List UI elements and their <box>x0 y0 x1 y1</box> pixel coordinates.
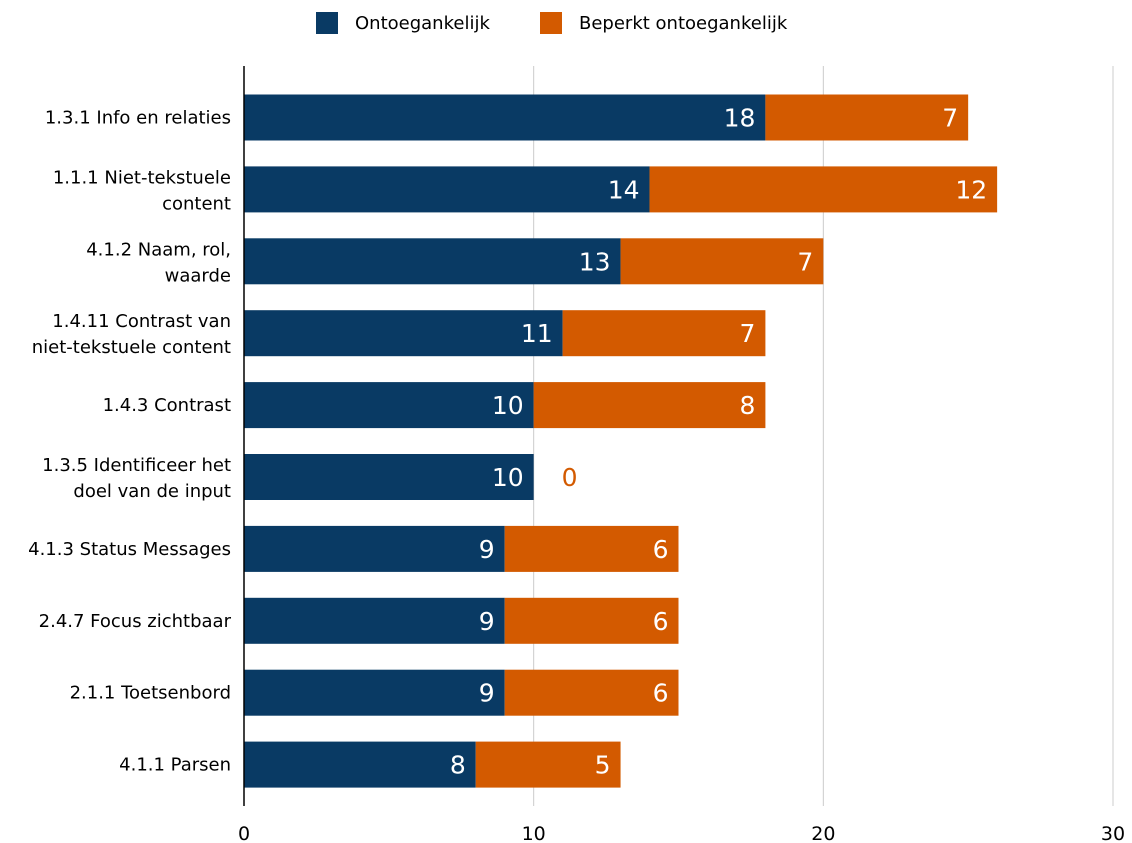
bar-beperkt-1 <box>649 166 998 213</box>
category-label: 4.1.3 Status Messages <box>28 539 231 560</box>
value-label: 6 <box>653 607 669 636</box>
bar-ontoegankelijk-6 <box>244 525 505 572</box>
bar-beperkt-6 <box>504 525 679 572</box>
legend-swatch-ontoegankelijk <box>316 12 338 34</box>
bars <box>244 94 998 788</box>
value-labels: 18 7 14 12 13 7 11 7 10 8 10 0 9 6 9 6 9 6 8 5 <box>450 104 987 780</box>
legend-label-ontoegankelijk: Ontoegankelijk <box>355 13 490 34</box>
category-label: 1.4.11 Contrast van niet-tekstuele conten… <box>32 311 231 358</box>
x-tick-labels: 0 10 20 30 <box>238 823 1125 843</box>
value-label: 7 <box>739 319 755 348</box>
category-label: 1.3.5 Identificeer het doel van de input <box>42 455 231 502</box>
value-label: 10 <box>492 463 524 492</box>
bar-ontoegankelijk-9 <box>244 741 476 788</box>
value-label: 12 <box>955 175 987 204</box>
x-tick-label: 30 <box>1101 823 1125 843</box>
bar-ontoegankelijk-1 <box>244 166 650 213</box>
x-tick-label: 0 <box>238 823 250 843</box>
bar-ontoegankelijk-3 <box>244 310 563 357</box>
x-tick-label: 10 <box>522 823 546 843</box>
category-label: 2.1.1 Toetsenbord <box>70 683 231 704</box>
value-label: 8 <box>450 751 466 780</box>
category-label: 4.1.2 Naam, rol, waarde <box>86 239 231 286</box>
category-label: 4.1.1 Parsen <box>119 755 231 776</box>
bar-beperkt-4 <box>533 382 766 429</box>
bar-beperkt-7 <box>504 597 679 644</box>
category-label: 1.4.3 Contrast <box>103 395 231 416</box>
category-label: 1.1.1 Niet-tekstuele content <box>53 167 231 214</box>
value-label: 7 <box>797 247 813 276</box>
value-label: 8 <box>739 391 755 420</box>
value-label: 11 <box>521 319 553 348</box>
value-label: 6 <box>653 535 669 564</box>
bar-beperkt-3 <box>562 310 766 357</box>
bar-ontoegankelijk-2 <box>244 238 621 285</box>
value-label: 0 <box>562 463 578 492</box>
value-label: 6 <box>653 679 669 708</box>
value-label: 14 <box>608 175 640 204</box>
bar-beperkt-0 <box>765 94 969 141</box>
value-label: 18 <box>724 104 756 133</box>
bar-beperkt-8 <box>504 669 679 716</box>
category-label: 1.3.1 Info en relaties <box>45 108 231 129</box>
legend-swatch-beperkt <box>540 12 562 34</box>
bar-ontoegankelijk-0 <box>244 94 766 141</box>
legend-label-beperkt: Beperkt ontoegankelijk <box>579 13 788 34</box>
bar-ontoegankelijk-7 <box>244 597 505 644</box>
legend: Ontoegankelijk Beperkt ontoegankelijk <box>316 12 788 34</box>
bar-beperkt-2 <box>620 238 824 285</box>
value-label: 7 <box>942 104 958 133</box>
value-label: 5 <box>595 751 611 780</box>
value-label: 10 <box>492 391 524 420</box>
bar-ontoegankelijk-5 <box>244 454 534 500</box>
value-label: 9 <box>479 607 495 636</box>
value-label: 9 <box>479 535 495 564</box>
bar-ontoegankelijk-4 <box>244 382 534 429</box>
value-label: 13 <box>579 247 611 276</box>
bar-beperkt-9 <box>475 741 621 788</box>
bar-ontoegankelijk-8 <box>244 669 505 716</box>
value-label: 9 <box>479 679 495 708</box>
x-tick-label: 20 <box>811 823 835 843</box>
category-labels: 1.3.1 Info en relaties 1.1.1 Niet-tekstue… <box>28 108 231 776</box>
category-label: 2.4.7 Focus zichtbaar <box>39 611 232 632</box>
